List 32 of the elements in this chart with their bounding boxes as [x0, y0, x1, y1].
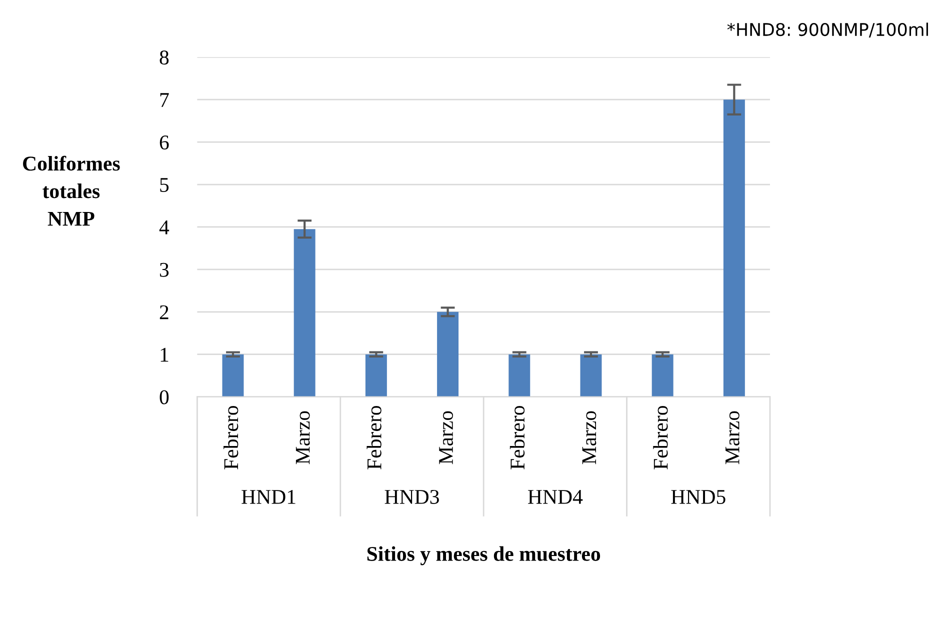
- y-tick-label: 4: [159, 220, 170, 234]
- y-tick-label: 5: [160, 178, 169, 192]
- bar: [437, 312, 459, 397]
- y-tick-label: 6: [160, 135, 169, 150]
- bar: [508, 354, 530, 397]
- y-tick-label: 1: [160, 348, 168, 362]
- y-tick-label: 3: [160, 262, 169, 277]
- x-tick-label: Febrero: [653, 406, 668, 470]
- y-tick-label: 7: [160, 93, 169, 107]
- x-tick-label: Febrero: [366, 406, 382, 470]
- y-tick-label: 2: [160, 305, 168, 320]
- bar: [652, 354, 674, 397]
- bar: [365, 354, 387, 397]
- text: HND3: [384, 490, 439, 504]
- text: HND4: [528, 490, 583, 504]
- text: HND1: [242, 490, 296, 504]
- x-tick-label: Febrero: [224, 406, 238, 470]
- x-tick-label: Marzo: [726, 411, 740, 464]
- bar: [723, 100, 745, 397]
- bar: [222, 354, 244, 397]
- bar: [580, 354, 602, 397]
- x-axis-title: Sitios y meses de muestreo: [367, 546, 600, 566]
- x-tick-label: Marzo: [582, 411, 596, 464]
- y-tick-label: 0: [160, 390, 169, 404]
- text: *HND8: 900NMP/100ml: [727, 22, 928, 38]
- x-tick-label: Febrero: [510, 406, 525, 470]
- bar: [294, 229, 316, 397]
- y-axis-title: Coliformes totales NMP: [23, 156, 120, 226]
- y-tick-label: 8: [160, 50, 169, 65]
- x-tick-label: Marzo: [296, 411, 310, 464]
- text: HND5: [671, 490, 726, 504]
- x-tick-label: Marzo: [439, 411, 453, 464]
